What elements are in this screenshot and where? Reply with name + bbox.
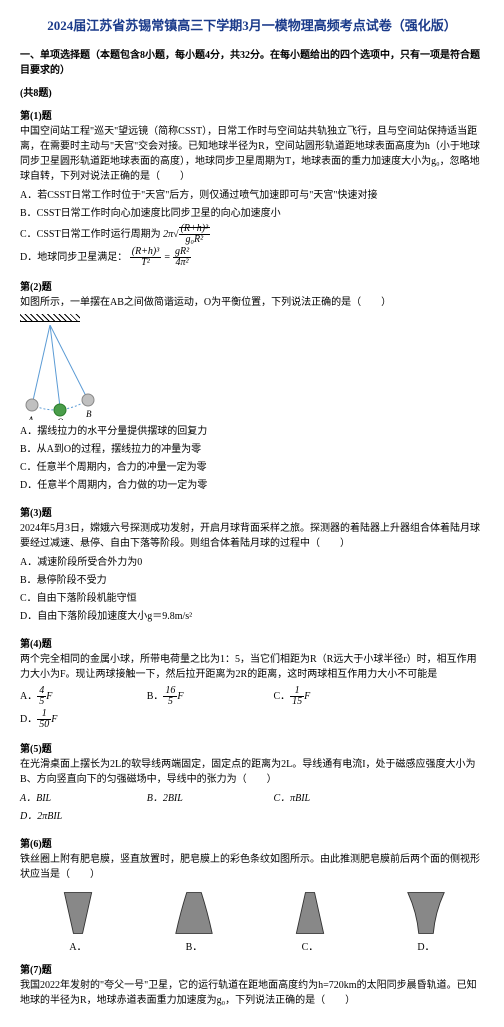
q6-fig-c: C． [280,888,340,953]
q5-opt-b: B．2BIL [147,791,254,807]
q4-opt-a: A．45F [20,686,127,707]
q4-opt-b: B．165F [147,686,254,707]
q6-figures: A． B． C． D． [20,888,484,953]
q5-opt-a: A．BIL [20,791,127,807]
q5-text: 在光滑桌面上摆长为2L的软导线两端固定，固定点的距离为2L。导线通有电流I，处于… [20,757,484,787]
q4-num: 第(4)题 [20,635,484,650]
q2-options: A．摆线拉力的水平分量提供摆球的回复力 B．从A到O的过程，摆线拉力的冲量为零 … [20,424,484,496]
svg-text:O: O [57,417,64,420]
q3-opt-d: D．自由下落阶段加速度大小g＝9.8m/s² [20,609,243,625]
q2-opt-b: B．从A到O的过程，摆线拉力的冲量为零 [20,442,484,458]
q6-fig-b: B． [164,888,224,953]
q7-num: 第(7)题 [20,961,484,976]
q3-opt-a: A．减速阶段所受合外力为0 [20,555,243,571]
q3-options: A．减速阶段所受合外力为0 B．悬停阶段不受力 C．自由下落阶段机能守恒 D．自… [20,555,484,627]
q4-opt-d: D．150F [20,709,127,730]
q1-formula-d: (R+h)³T² = gR²4π² [130,252,191,263]
q5-opt-c: C．πBIL [273,791,380,807]
q6-fig-d: D． [396,888,456,953]
q2-num: 第(2)题 [20,278,484,293]
q4-options: A．45F B．165F C．115F D．150F [20,686,484,732]
q3-num: 第(3)题 [20,504,484,519]
q1-formula-c: 2π√(R+h)³g₀R² [163,227,210,240]
exam-title: 2024届江苏省苏锡常镇高三下学期3月一模物理高频考点试卷（强化版） [20,15,484,34]
q1-options: A．若CSST日常工作时位于"天宫"后方，则仅通过喷气加速即可与"天宫"快速对接… [20,188,484,270]
q5-num: 第(5)题 [20,740,484,755]
q2-text: 如图所示，一单摆在AB之间做简谐运动，O为平衡位置，下列说法正确的是（ ） [20,295,484,310]
q1-opt-c: C．CSST日常工作时运行周期为 2π√(R+h)³g₀R² [20,224,484,245]
q2-figure: A O B [20,314,484,420]
q1-opt-a: A．若CSST日常工作时位于"天宫"后方，则仅通过喷气加速即可与"天宫"快速对接 [20,188,484,204]
q3-opt-b: B．悬停阶段不受力 [20,573,243,589]
q1-num: 第(1)题 [20,107,484,122]
ceiling-hatch [20,314,80,322]
q5-opt-d: D．2πBIL [20,809,127,825]
section-1-count: (共8题) [20,84,484,99]
q3-text: 2024年5月3日，嫦娥六号探测成功发射，开启月球背面采样之旅。探测器的着陆器上… [20,521,484,551]
q2-opt-a: A．摆线拉力的水平分量提供摆球的回复力 [20,424,484,440]
q2-opt-d: D．任意半个周期内，合力做的功一定为零 [20,478,484,494]
q6-fig-a: A． [48,888,108,953]
q3-opt-c: C．自由下落阶段机能守恒 [20,591,243,607]
q5-options: A．BIL B．2BIL C．πBIL D．2πBIL [20,791,484,827]
svg-text:A: A [27,415,34,420]
q7-text: 我国2022年发射的"夸父一号"卫星，它的运行轨道在距地面高度约为h=720km… [20,978,484,1008]
q1-text: 中国空间站工程"巡天"望远镜（简称CSST），日常工作时与空间站共轨独立飞行，且… [20,124,484,184]
section-1-header: 一、单项选择题（本题包含8小题，每小题4分，共32分。在每小题给出的四个选项中，… [20,46,484,76]
svg-text:B: B [86,409,92,419]
q4-opt-c: C．115F [273,686,380,707]
q1-opt-d: D．地球同步卫星满足： (R+h)³T² = gR²4π² [20,247,484,268]
pendulum-diagram: A O B [20,325,130,420]
q2-opt-c: C．任意半个周期内，合力的冲量一定为零 [20,460,484,476]
q1-opt-b: B．CSST日常工作时向心加速度比同步卫星的向心加速度小 [20,206,484,222]
q6-text: 铁丝圈上附有肥皂膜，竖直放置时，肥皂膜上的彩色条纹如图所示。由此推测肥皂膜前后两… [20,852,484,882]
q4-text: 两个完全相同的金属小球，所带电荷量之比为1：5，当它们相距为R（R远大于小球半径… [20,652,484,682]
q6-num: 第(6)题 [20,835,484,850]
